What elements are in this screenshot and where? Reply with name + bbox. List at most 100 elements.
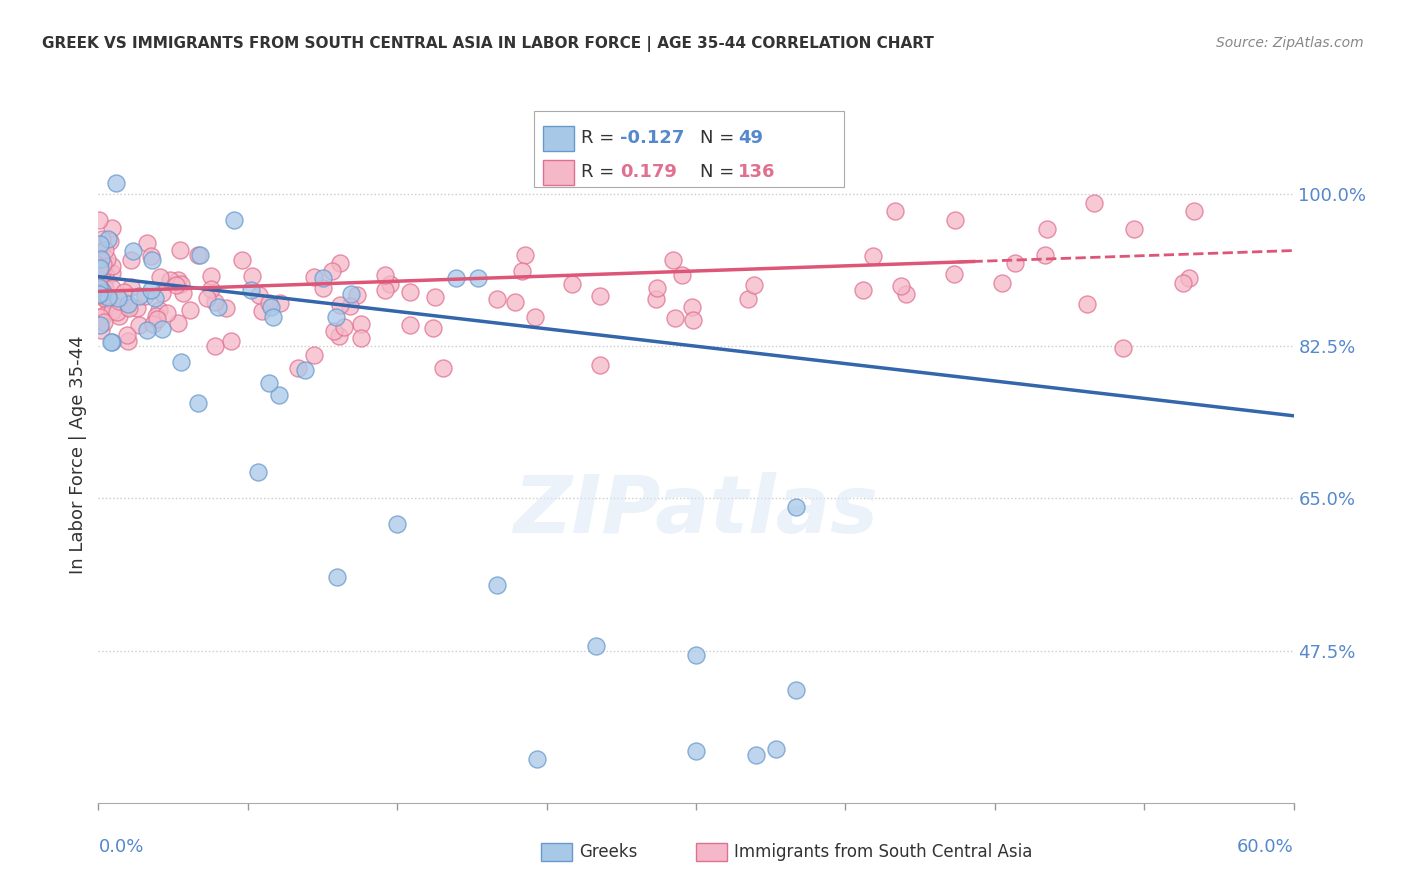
Point — [398, 285, 420, 299]
Point — [89, 288, 111, 302]
Point — [101, 259, 124, 273]
Point — [524, 310, 547, 324]
Point — [179, 303, 201, 318]
Point — [89, 286, 111, 301]
Point — [135, 236, 157, 251]
Point — [118, 301, 141, 315]
Point — [96, 252, 118, 266]
Point — [311, 271, 333, 285]
Point — [302, 269, 325, 284]
Point — [105, 176, 128, 190]
Point — [329, 256, 352, 270]
Point — [526, 752, 548, 766]
Point — [142, 317, 165, 331]
Point — [107, 291, 129, 305]
Point — [503, 295, 526, 310]
Point — [765, 742, 787, 756]
Text: -0.127: -0.127 — [620, 129, 685, 147]
Point — [150, 322, 173, 336]
Point — [589, 358, 612, 372]
Point — [685, 744, 707, 758]
Point — [97, 290, 120, 304]
Point — [108, 294, 131, 309]
Text: 49: 49 — [738, 129, 763, 147]
Point — [125, 301, 148, 316]
Point — [645, 292, 668, 306]
Point — [89, 263, 111, 277]
Point — [187, 248, 209, 262]
Point — [681, 300, 703, 314]
Point — [664, 310, 686, 325]
Point — [89, 285, 111, 299]
Point — [257, 376, 280, 391]
Point — [1033, 248, 1056, 262]
Text: GREEK VS IMMIGRANTS FROM SOUTH CENTRAL ASIA IN LABOR FORCE | AGE 35-44 CORRELATI: GREEK VS IMMIGRANTS FROM SOUTH CENTRAL A… — [42, 36, 934, 52]
Point — [200, 282, 222, 296]
Text: N =: N = — [700, 129, 740, 147]
Point — [239, 283, 262, 297]
Point — [862, 249, 884, 263]
Point — [1083, 195, 1105, 210]
Point — [742, 278, 765, 293]
Point — [87, 256, 110, 270]
Point — [94, 243, 117, 257]
Point — [385, 517, 409, 532]
Point — [89, 260, 111, 275]
Point — [114, 285, 136, 299]
Point — [257, 295, 280, 310]
Point — [115, 328, 138, 343]
Point — [250, 303, 273, 318]
Point — [91, 264, 114, 278]
Point — [737, 292, 759, 306]
Point — [188, 248, 211, 262]
Point — [267, 388, 290, 402]
Point — [333, 319, 356, 334]
Point — [943, 267, 966, 281]
Point — [128, 318, 150, 333]
Point — [108, 310, 131, 324]
Point — [89, 310, 111, 324]
Text: R =: R = — [581, 129, 620, 147]
Point — [98, 234, 121, 248]
Point — [117, 334, 139, 348]
Text: Source: ZipAtlas.com: Source: ZipAtlas.com — [1216, 36, 1364, 50]
Text: 0.0%: 0.0% — [98, 838, 143, 856]
Point — [141, 249, 163, 263]
Point — [325, 310, 347, 325]
Point — [896, 287, 918, 301]
Text: ZIPatlas: ZIPatlas — [513, 472, 879, 549]
Point — [134, 289, 156, 303]
Point — [485, 578, 508, 592]
Point — [589, 289, 612, 303]
Point — [96, 293, 118, 308]
Point — [93, 277, 115, 291]
Point — [159, 273, 181, 287]
Point — [156, 306, 179, 320]
Point — [93, 315, 115, 329]
Point — [87, 262, 110, 277]
Point — [169, 243, 191, 257]
Point — [1177, 270, 1199, 285]
Point — [467, 271, 489, 285]
Point — [231, 253, 253, 268]
Point — [93, 308, 115, 322]
Point — [374, 268, 396, 283]
Point — [91, 232, 114, 246]
Point — [90, 252, 112, 266]
Point — [87, 287, 110, 301]
Point — [100, 266, 122, 280]
Point — [89, 285, 111, 300]
Point — [145, 309, 167, 323]
Point — [87, 285, 110, 299]
Point — [90, 268, 112, 283]
Point — [120, 252, 142, 267]
Point — [1171, 276, 1194, 290]
Point — [90, 323, 112, 337]
Point — [510, 264, 533, 278]
Point — [98, 292, 121, 306]
Point — [378, 277, 401, 291]
Point — [350, 317, 373, 331]
Point — [93, 291, 115, 305]
Y-axis label: In Labor Force | Age 35-44: In Labor Force | Age 35-44 — [69, 335, 87, 574]
Point — [117, 297, 139, 311]
